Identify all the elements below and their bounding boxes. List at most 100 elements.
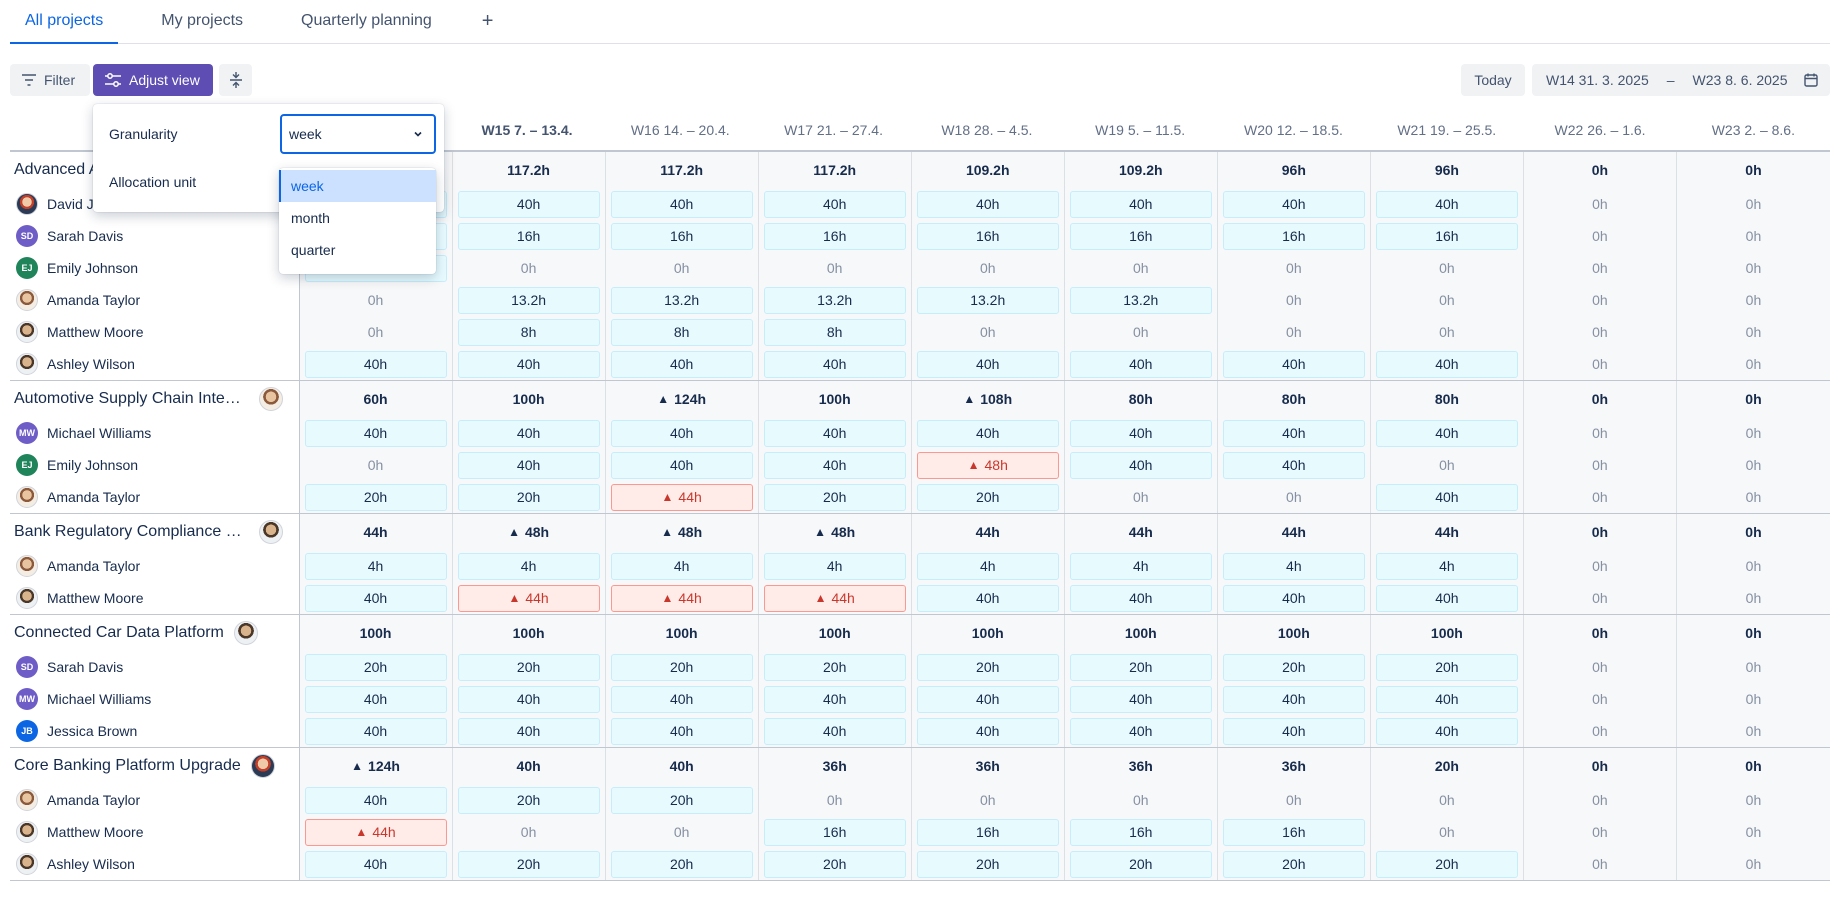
- allocation-cell[interactable]: 4h: [299, 550, 453, 582]
- allocation-cell[interactable]: 16h: [1064, 816, 1218, 848]
- allocation-value[interactable]: 0h: [1376, 819, 1518, 846]
- allocation-cell[interactable]: 0h: [1676, 651, 1830, 683]
- allocation-cell[interactable]: 0h: [299, 316, 453, 348]
- allocation-value[interactable]: 20h: [1375, 850, 1518, 878]
- allocation-cell[interactable]: ▲ 48h: [911, 449, 1065, 481]
- option-quarter[interactable]: quarter: [291, 242, 336, 258]
- allocation-value[interactable]: ▲ 48h: [916, 451, 1059, 479]
- allocation-value[interactable]: 0h: [1682, 585, 1824, 612]
- allocation-value[interactable]: 40h: [304, 717, 447, 745]
- tab-my-projects[interactable]: My projects: [161, 12, 244, 29]
- allocation-value[interactable]: 4h: [763, 552, 906, 580]
- allocation-value[interactable]: 8h: [457, 318, 600, 346]
- allocation-cell[interactable]: 13.2h: [1064, 284, 1218, 316]
- allocation-cell[interactable]: 0h: [1676, 284, 1830, 316]
- allocation-value[interactable]: 16h: [916, 222, 1059, 250]
- allocation-value[interactable]: 40h: [1375, 190, 1518, 218]
- allocation-value[interactable]: 0h: [1070, 255, 1212, 282]
- allocation-cell[interactable]: 20h: [758, 651, 912, 683]
- collapse-rows-button[interactable]: [219, 64, 252, 96]
- allocation-cell[interactable]: 40h: [911, 683, 1065, 715]
- allocation-cell[interactable]: 16h: [911, 220, 1065, 252]
- allocation-cell[interactable]: 4h: [911, 550, 1065, 582]
- allocation-cell[interactable]: 0h: [758, 252, 912, 284]
- allocation-value[interactable]: 4h: [1069, 552, 1212, 580]
- allocation-cell[interactable]: 4h: [1064, 550, 1218, 582]
- allocation-value[interactable]: 40h: [1069, 584, 1212, 612]
- week-header[interactable]: W18 28. – 4.5.: [941, 122, 1033, 138]
- allocation-cell[interactable]: 0h: [1676, 316, 1830, 348]
- allocation-value[interactable]: 0h: [1682, 452, 1824, 479]
- allocation-value[interactable]: 16h: [1375, 222, 1518, 250]
- allocation-value[interactable]: 20h: [916, 850, 1059, 878]
- allocation-cell[interactable]: 40h: [1064, 683, 1218, 715]
- allocation-cell[interactable]: 40h: [605, 417, 759, 449]
- allocation-value[interactable]: 0h: [1376, 452, 1518, 479]
- allocation-cell[interactable]: 40h: [299, 784, 453, 816]
- allocation-value[interactable]: 8h: [610, 318, 753, 346]
- allocation-cell[interactable]: 0h: [1064, 316, 1218, 348]
- allocation-cell[interactable]: 0h: [1676, 449, 1830, 481]
- allocation-cell[interactable]: 40h: [452, 348, 606, 380]
- allocation-cell[interactable]: 0h: [1523, 683, 1677, 715]
- allocation-cell[interactable]: 0h: [1523, 316, 1677, 348]
- allocation-cell[interactable]: 20h: [452, 784, 606, 816]
- allocation-value[interactable]: 40h: [1222, 451, 1365, 479]
- allocation-cell[interactable]: 0h: [1217, 252, 1371, 284]
- allocation-value[interactable]: 13.2h: [457, 286, 600, 314]
- project-name[interactable]: Connected Car Data Platform: [14, 624, 224, 641]
- allocation-value[interactable]: 0h: [1223, 319, 1365, 346]
- allocation-cell[interactable]: 4h: [758, 550, 912, 582]
- allocation-value[interactable]: 40h: [304, 419, 447, 447]
- allocation-value[interactable]: ▲ 44h: [610, 584, 753, 612]
- allocation-value[interactable]: 0h: [1223, 255, 1365, 282]
- allocation-value[interactable]: 20h: [1222, 850, 1365, 878]
- allocation-value[interactable]: 40h: [304, 584, 447, 612]
- allocation-cell[interactable]: 40h: [758, 188, 912, 220]
- week-header[interactable]: W17 21. – 27.4.: [784, 122, 883, 138]
- allocation-cell[interactable]: 40h: [911, 188, 1065, 220]
- allocation-cell[interactable]: 0h: [1523, 348, 1677, 380]
- allocation-cell[interactable]: 0h: [1523, 784, 1677, 816]
- allocation-cell[interactable]: 0h: [605, 816, 759, 848]
- allocation-cell[interactable]: 0h: [911, 316, 1065, 348]
- allocation-cell[interactable]: ▲ 44h: [605, 582, 759, 614]
- allocation-value[interactable]: 0h: [1529, 484, 1671, 511]
- allocation-cell[interactable]: 0h: [1064, 252, 1218, 284]
- week-header[interactable]: W19 5. – 11.5.: [1095, 122, 1186, 138]
- calendar-icon[interactable]: [1803, 73, 1818, 87]
- allocation-value[interactable]: 0h: [1223, 484, 1365, 511]
- allocation-cell[interactable]: 0h: [299, 284, 453, 316]
- allocation-cell[interactable]: 40h: [452, 683, 606, 715]
- allocation-value[interactable]: 0h: [1376, 319, 1518, 346]
- allocation-value[interactable]: 40h: [1222, 350, 1365, 378]
- allocation-value[interactable]: 40h: [1375, 685, 1518, 713]
- allocation-cell[interactable]: 0h: [1676, 348, 1830, 380]
- person-cell[interactable]: MW Michael Williams: [10, 417, 300, 449]
- allocation-cell[interactable]: 40h: [452, 417, 606, 449]
- allocation-cell[interactable]: 20h: [911, 651, 1065, 683]
- allocation-cell[interactable]: 0h: [1676, 550, 1830, 582]
- allocation-value[interactable]: 40h: [916, 685, 1059, 713]
- allocation-cell[interactable]: 40h: [1217, 715, 1371, 747]
- allocation-value[interactable]: 40h: [457, 190, 600, 218]
- allocation-value[interactable]: 0h: [1529, 351, 1671, 378]
- allocation-value[interactable]: 0h: [1070, 787, 1212, 814]
- allocation-value[interactable]: 20h: [1069, 850, 1212, 878]
- allocation-cell[interactable]: 20h: [758, 848, 912, 880]
- allocation-value[interactable]: 16h: [1222, 222, 1365, 250]
- today-button[interactable]: Today: [1461, 64, 1525, 96]
- allocation-value[interactable]: 40h: [763, 717, 906, 745]
- allocation-cell[interactable]: 0h: [758, 784, 912, 816]
- allocation-value[interactable]: 16h: [1222, 818, 1365, 846]
- allocation-cell[interactable]: 0h: [1676, 784, 1830, 816]
- allocation-value[interactable]: 20h: [916, 653, 1059, 681]
- allocation-value[interactable]: 20h: [1222, 653, 1365, 681]
- allocation-cell[interactable]: 20h: [911, 848, 1065, 880]
- person-cell[interactable]: Amanda Taylor: [10, 481, 300, 513]
- adjust-view-button[interactable]: Adjust view: [93, 64, 213, 96]
- allocation-value[interactable]: ▲ 44h: [763, 584, 906, 612]
- allocation-value[interactable]: 20h: [304, 483, 447, 511]
- allocation-cell[interactable]: 0h: [1370, 252, 1524, 284]
- allocation-value[interactable]: 16h: [763, 222, 906, 250]
